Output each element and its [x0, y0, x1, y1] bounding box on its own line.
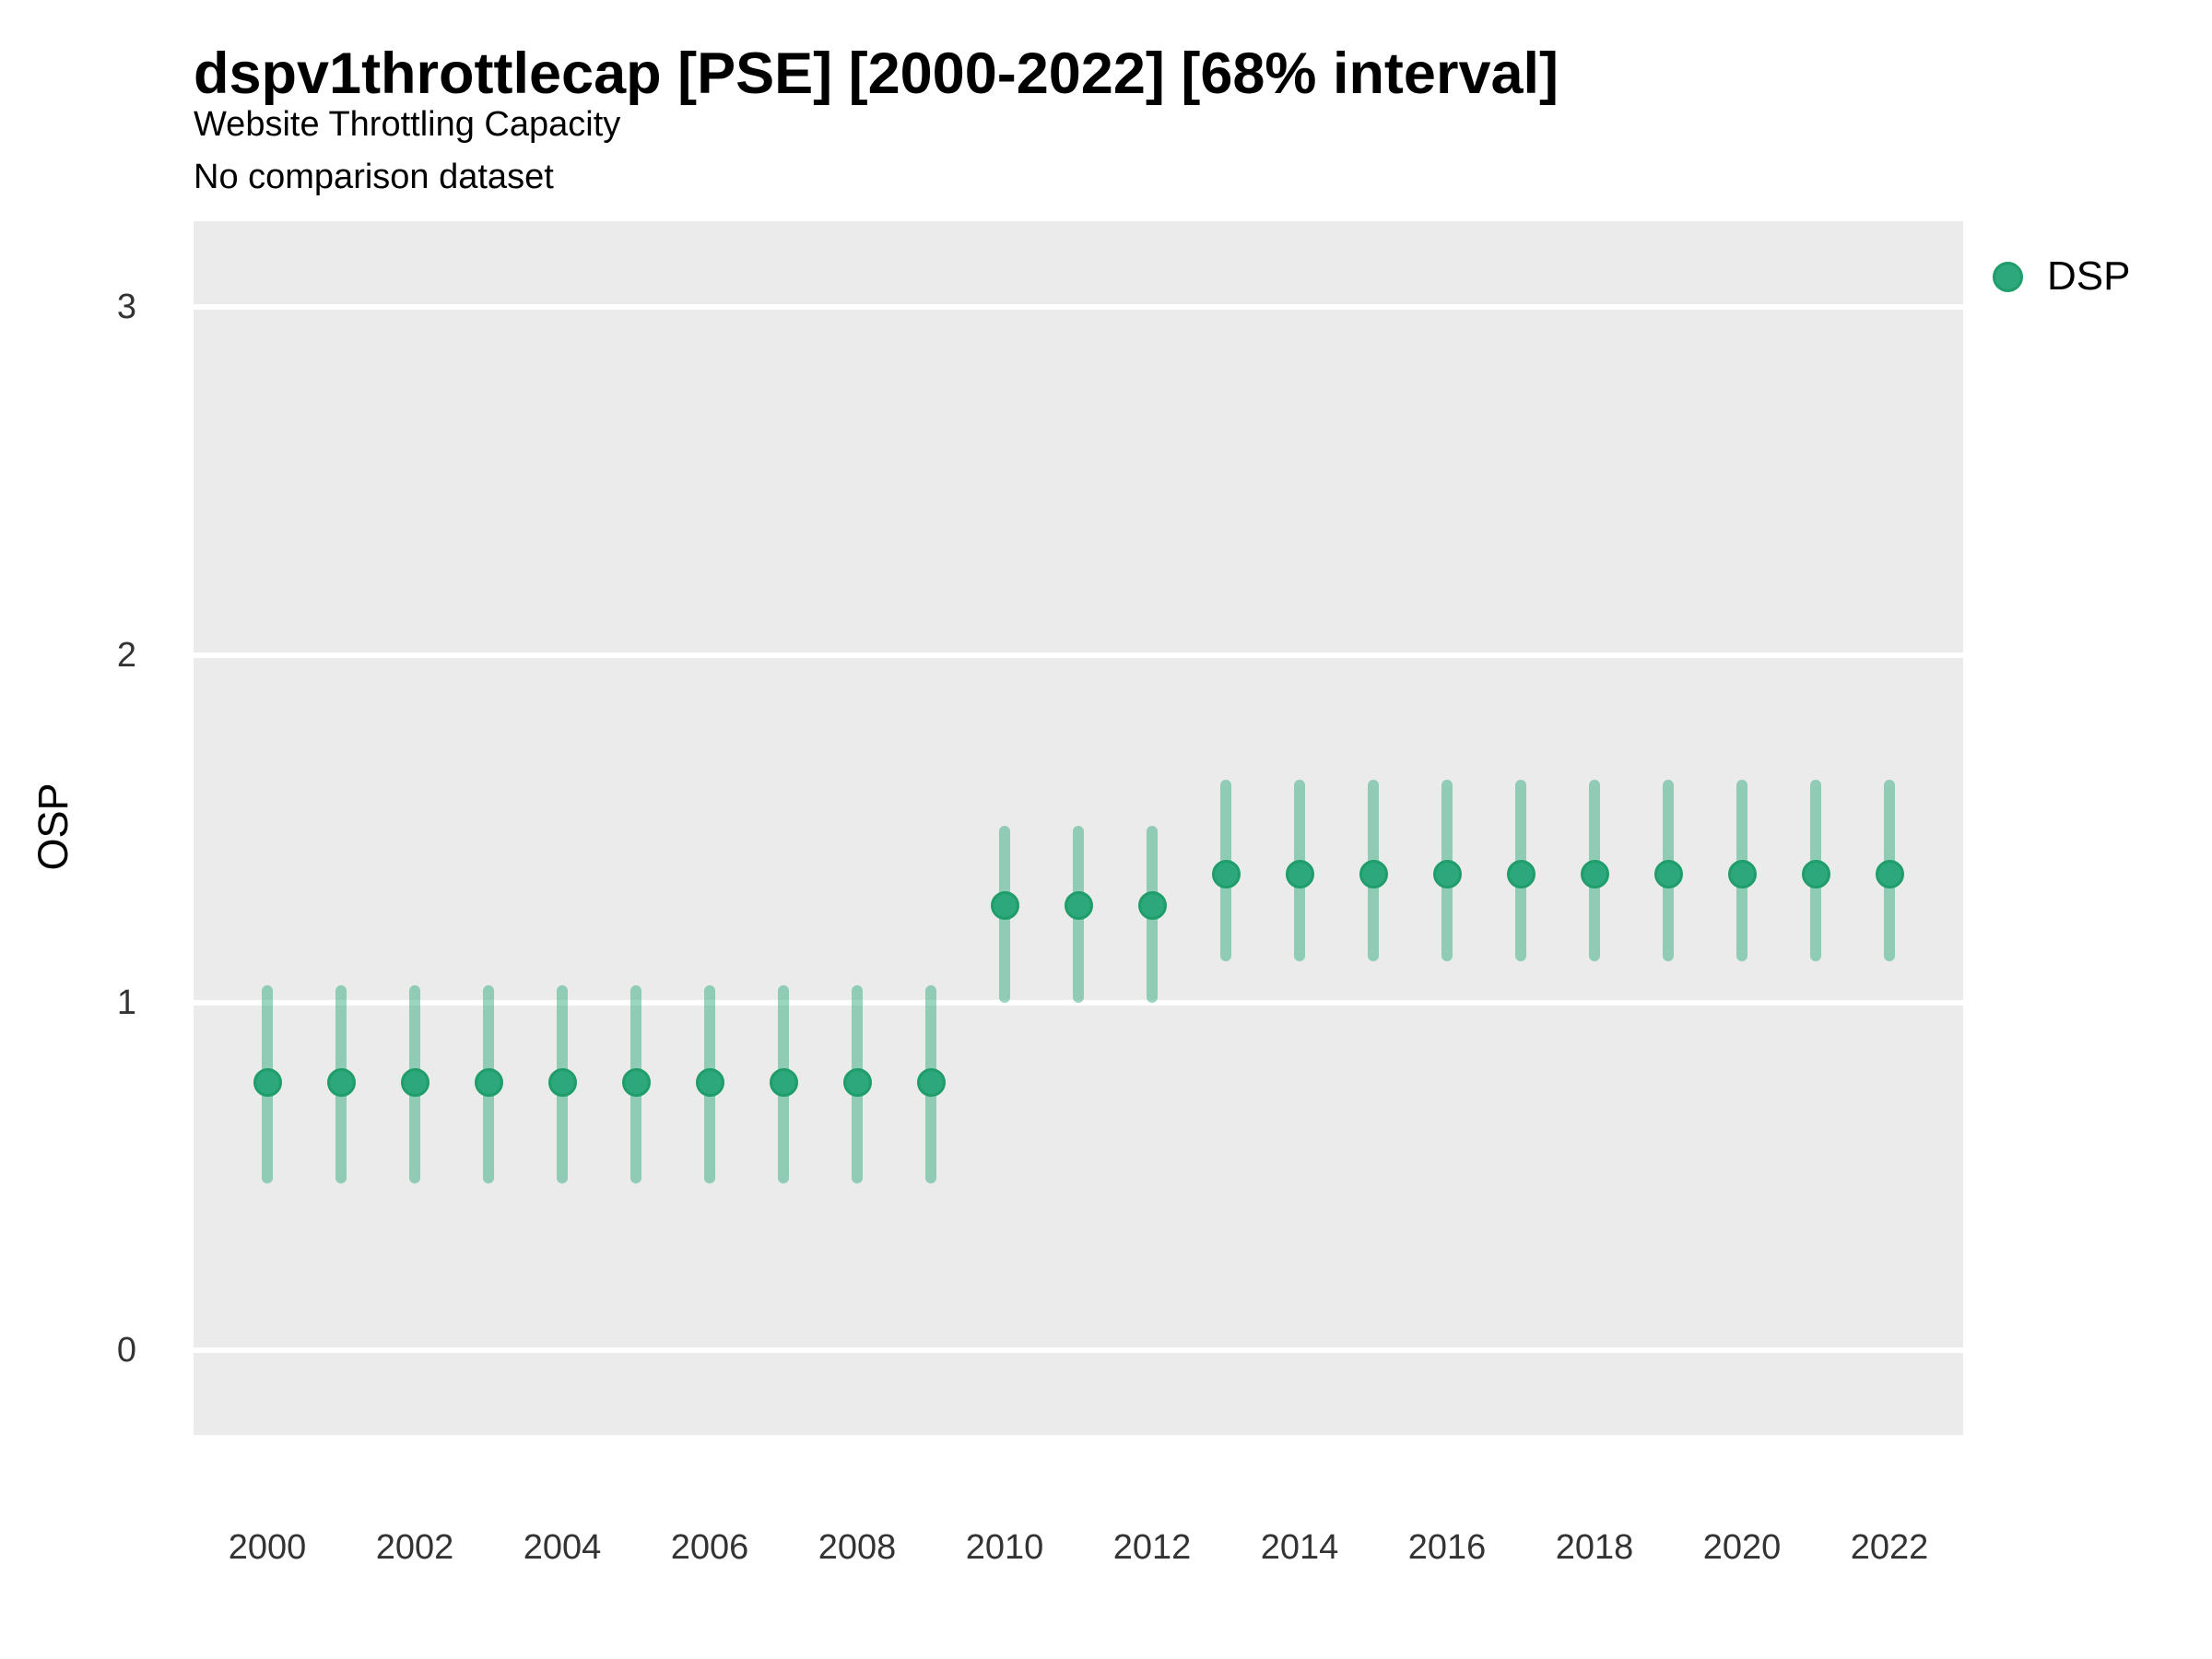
x-tick-label-2008: 2008: [818, 1528, 897, 1567]
y-tick-label-0: 0: [116, 1331, 136, 1371]
data-point-2005: [621, 1068, 651, 1098]
legend: DSP: [1993, 256, 2130, 297]
data-point-2003: [474, 1068, 503, 1098]
gridline-y-1: [194, 999, 1963, 1006]
data-point-2013: [1211, 859, 1241, 888]
data-point-2000: [253, 1068, 282, 1098]
gridline-y-3: [194, 304, 1963, 311]
data-point-2018: [1580, 859, 1609, 888]
data-point-2011: [1064, 890, 1093, 920]
y-tick-label-2: 2: [116, 635, 136, 675]
x-tick-label-2012: 2012: [1112, 1528, 1192, 1567]
data-point-2008: [842, 1068, 872, 1098]
x-tick-label-2002: 2002: [375, 1528, 454, 1567]
x-tick-label-2004: 2004: [523, 1528, 602, 1567]
legend-label: DSP: [2047, 253, 2131, 299]
data-point-2010: [990, 890, 1019, 920]
gridline-y-2: [194, 652, 1963, 658]
data-point-2017: [1506, 859, 1535, 888]
data-point-2021: [1801, 859, 1830, 888]
data-point-2019: [1653, 859, 1683, 888]
y-tick-label-3: 3: [116, 288, 136, 327]
y-tick-label-1: 1: [116, 982, 136, 1022]
x-tick-label-2010: 2010: [965, 1528, 1044, 1567]
data-point-2007: [769, 1068, 798, 1098]
comparison-note: No comparison dataset: [194, 158, 554, 196]
chart-subtitle: Website Throttling Capacity: [194, 105, 621, 144]
data-point-2009: [916, 1068, 946, 1098]
chart-title: dspv1throttlecap [PSE] [2000-2022] [68% …: [194, 41, 1559, 106]
x-tick-label-2020: 2020: [1702, 1528, 1782, 1567]
data-point-2022: [1875, 859, 1904, 888]
gridline-y-0: [194, 1347, 1963, 1354]
x-tick-label-2006: 2006: [670, 1528, 749, 1567]
x-tick-label-2000: 2000: [228, 1528, 307, 1567]
data-point-2002: [400, 1068, 429, 1098]
data-point-2015: [1359, 859, 1388, 888]
data-point-2004: [547, 1068, 577, 1098]
data-point-2006: [695, 1068, 724, 1098]
data-point-2012: [1137, 890, 1167, 920]
y-axis-title: OSP: [29, 782, 76, 871]
x-tick-label-2016: 2016: [1407, 1528, 1487, 1567]
data-point-2014: [1285, 859, 1314, 888]
x-tick-label-2022: 2022: [1850, 1528, 1929, 1567]
plot-panel: [194, 221, 1963, 1435]
data-point-2016: [1432, 859, 1462, 888]
data-point-2020: [1727, 859, 1757, 888]
x-tick-label-2014: 2014: [1260, 1528, 1339, 1567]
x-tick-label-2018: 2018: [1555, 1528, 1634, 1567]
legend-point-icon: [1993, 261, 2023, 292]
data-point-2001: [326, 1068, 356, 1098]
